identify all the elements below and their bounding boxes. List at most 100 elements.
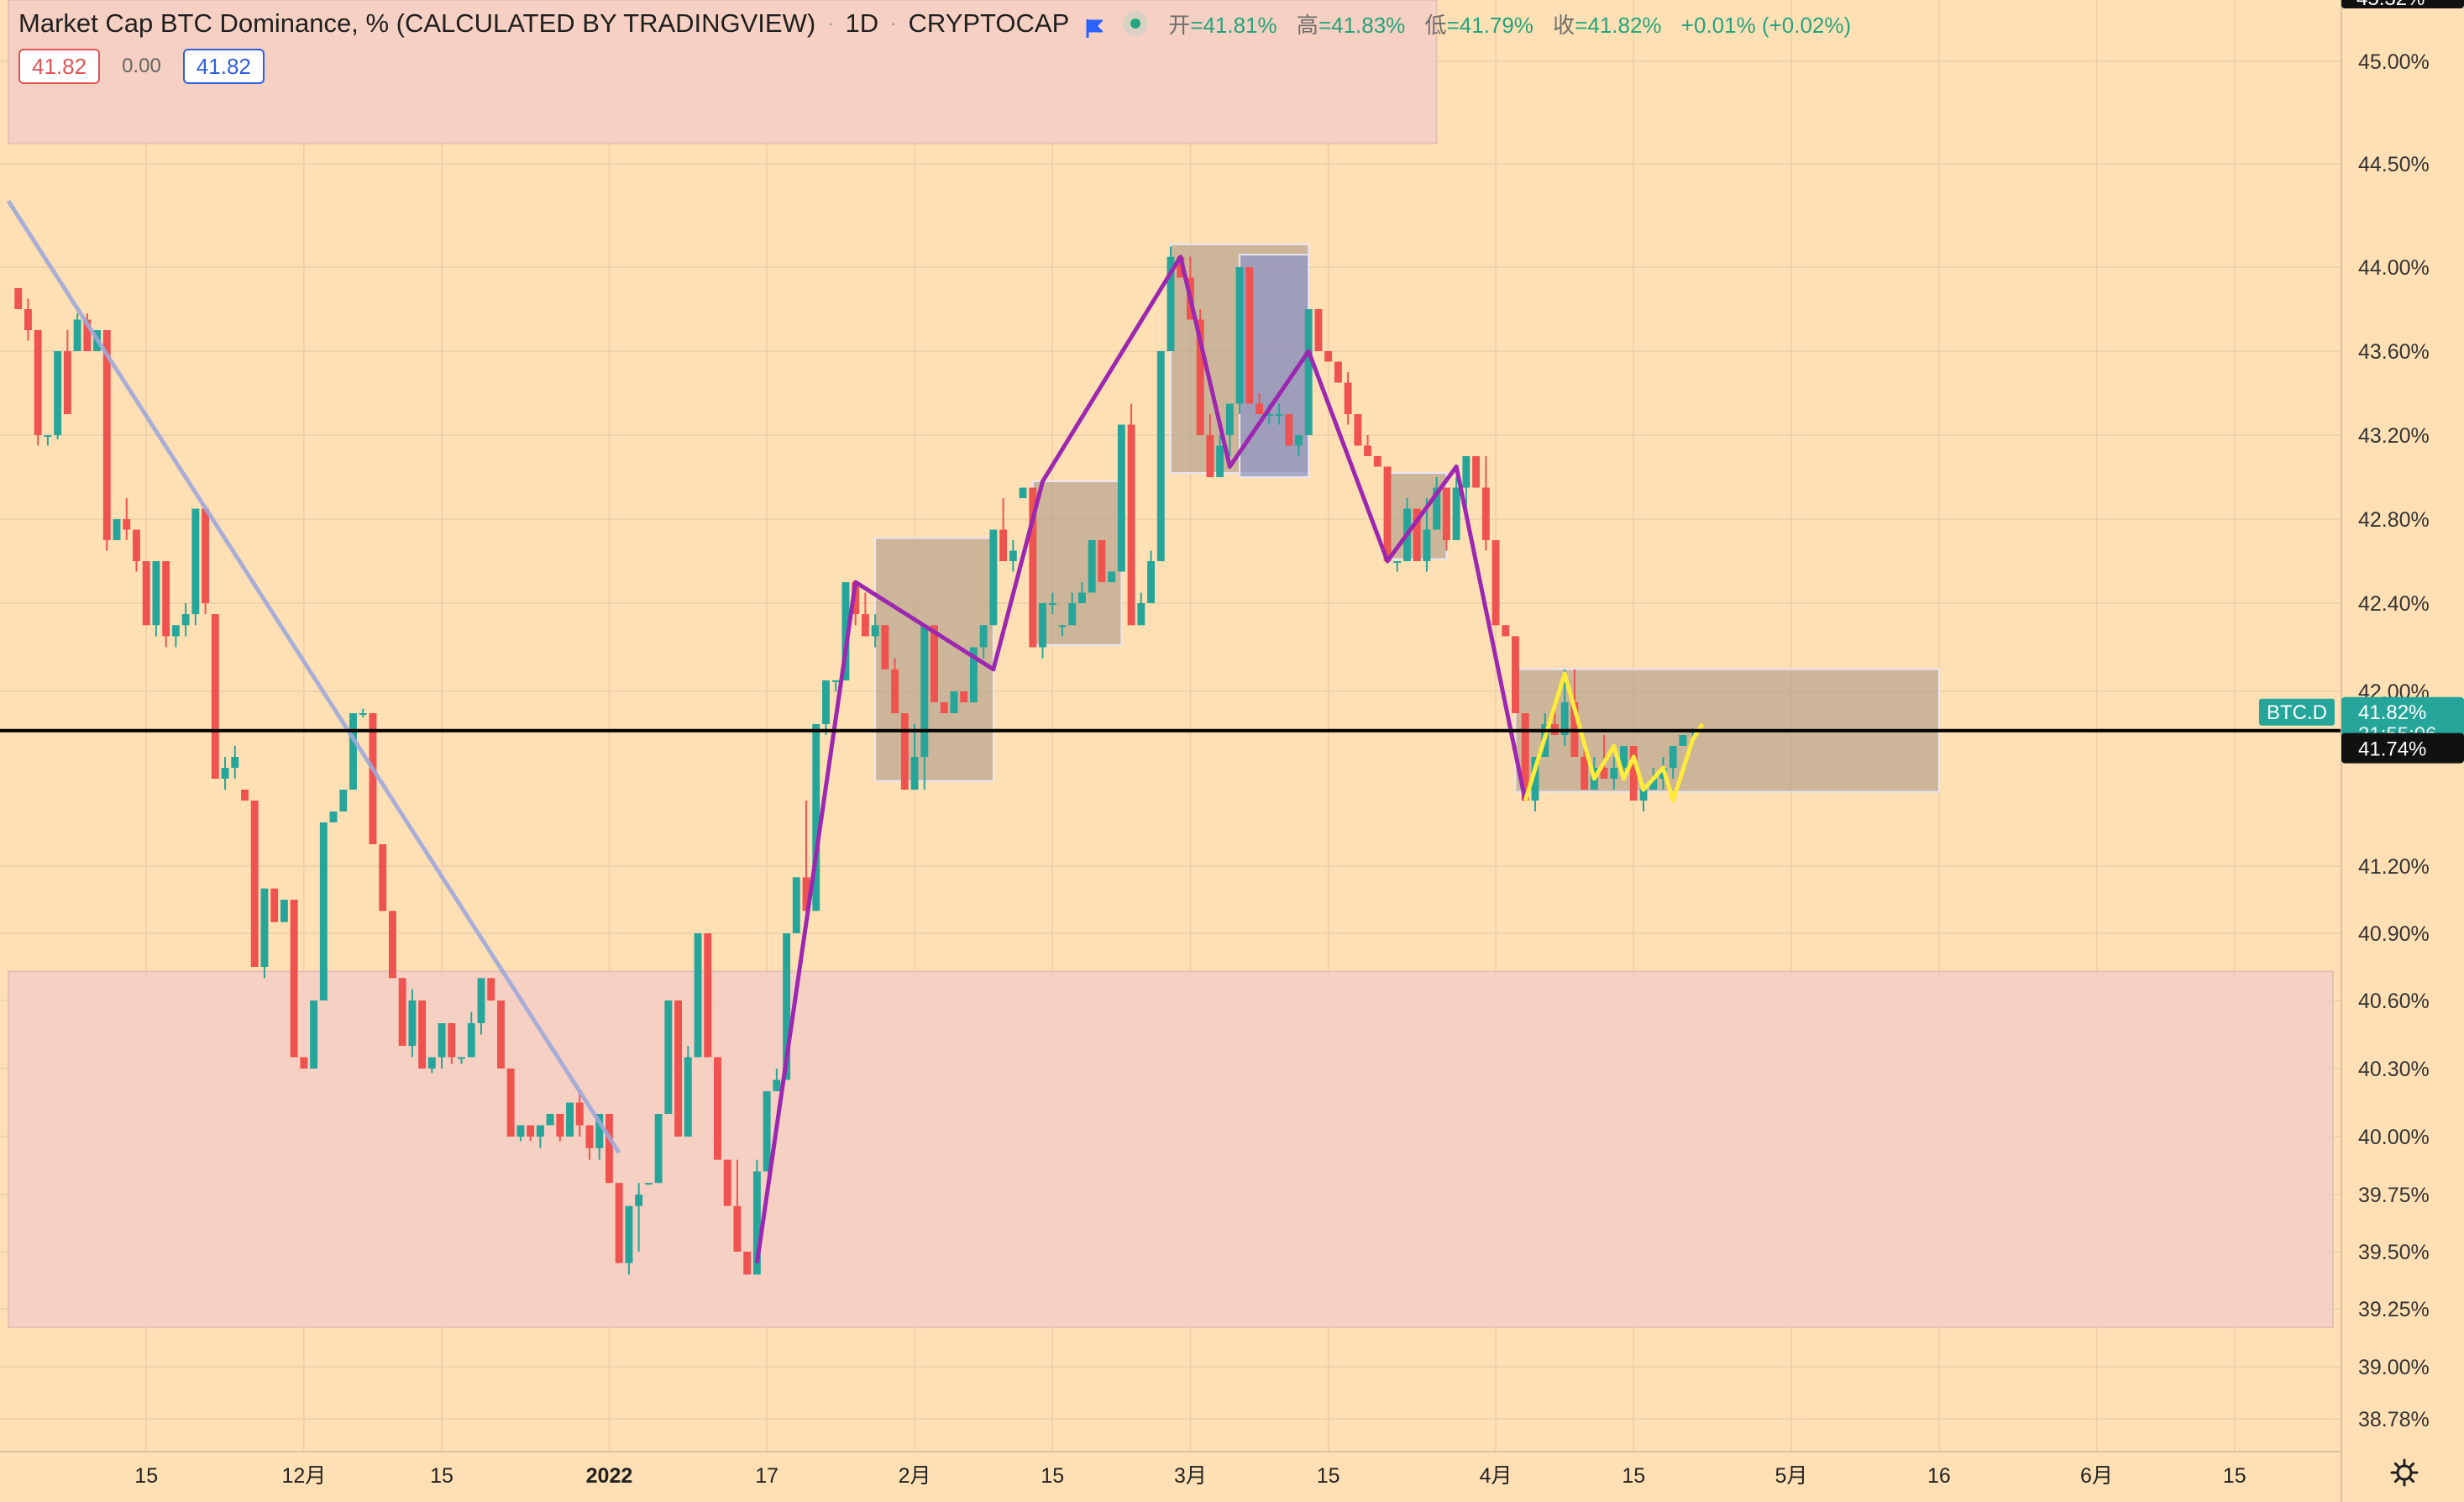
candle: [260, 888, 269, 979]
candle-body: [1669, 746, 1677, 768]
candle: [467, 1011, 475, 1058]
candle: [773, 1069, 781, 1091]
candle: [1048, 592, 1056, 615]
price-axis-label: 39.00%: [2358, 1356, 2430, 1379]
candle: [664, 1000, 673, 1114]
price-axis-label: 44.50%: [2358, 153, 2430, 176]
candle-body: [1245, 267, 1254, 404]
candle-body: [566, 1102, 574, 1137]
crosshair-price-badge: [2341, 733, 2464, 764]
candle-body: [211, 614, 219, 779]
price-axis-label: 40.30%: [2358, 1058, 2430, 1081]
candle-body: [1581, 757, 1589, 790]
candle: [1098, 540, 1106, 582]
candle: [792, 877, 800, 933]
candle: [1600, 735, 1608, 779]
candle: [388, 911, 396, 979]
interval-separator: ·: [890, 13, 897, 34]
candle: [733, 1159, 742, 1252]
candle-body: [950, 691, 958, 713]
candle-body: [1137, 603, 1145, 626]
candle: [1433, 477, 1441, 530]
symbol-title[interactable]: Market Cap BTC Dominance, % (CALCULATED …: [18, 8, 816, 38]
candle-body: [191, 508, 200, 615]
symbol-tag-label: BTC.D: [2267, 701, 2327, 724]
candle: [438, 1023, 446, 1069]
purple-wave-path: [754, 255, 1528, 1263]
candle-body: [133, 529, 140, 561]
candle-body: [1442, 487, 1450, 540]
candle-body: [63, 351, 71, 414]
candle: [310, 1000, 318, 1069]
candle-body: [1502, 625, 1510, 637]
candle-body: [1206, 435, 1214, 477]
candle: [1068, 592, 1077, 626]
market-status-icon[interactable]: [1123, 11, 1149, 36]
title-separator: ·: [827, 13, 834, 34]
candle: [1581, 746, 1589, 790]
candle: [674, 1000, 683, 1137]
candle-body: [1077, 592, 1086, 603]
candle: [1088, 540, 1096, 593]
candle-body: [595, 1114, 604, 1148]
time-axis-label: 4月: [1480, 1464, 1512, 1488]
time-axis-label: 3月: [1174, 1464, 1207, 1488]
candle: [1225, 403, 1234, 456]
candle-body: [969, 647, 978, 702]
sell-price-pill[interactable]: 41.82: [18, 49, 101, 84]
candle-body: [506, 1069, 515, 1137]
candle: [123, 498, 131, 540]
high-key: 高: [1296, 12, 1319, 38]
candle-body: [1314, 309, 1323, 351]
candle: [940, 702, 948, 713]
buy-price-pill[interactable]: 41.82: [182, 49, 265, 84]
candle-body: [900, 713, 909, 790]
candle: [1077, 582, 1086, 603]
candle: [920, 625, 929, 790]
candle-body: [1364, 445, 1372, 456]
candle-body: [83, 319, 92, 351]
candle-body: [24, 309, 32, 330]
candle-body: [556, 1114, 564, 1137]
candle-body: [73, 319, 81, 351]
gear-icon[interactable]: [2390, 1458, 2419, 1487]
candle: [241, 790, 249, 801]
interval-label[interactable]: 1D: [845, 8, 879, 38]
candle: [822, 680, 830, 735]
close-key: 收: [1553, 12, 1575, 38]
candle-body: [458, 1057, 465, 1059]
price-axis-label: 39.50%: [2358, 1241, 2430, 1264]
candle: [181, 603, 190, 637]
candle-body: [1265, 414, 1273, 416]
candle: [1679, 735, 1687, 746]
candle: [506, 1069, 515, 1137]
time-axis-label: 15: [1622, 1464, 1645, 1488]
flag-icon[interactable]: [1086, 14, 1104, 38]
candle: [1019, 487, 1027, 498]
candle-body: [931, 625, 938, 702]
candle-body: [1127, 424, 1135, 626]
candle-body: [1156, 351, 1165, 561]
candle: [644, 1183, 653, 1185]
candle: [290, 900, 298, 1058]
candle: [684, 1046, 692, 1137]
candle-body: [181, 614, 190, 626]
candle: [1610, 757, 1618, 790]
candle-body: [300, 1057, 308, 1069]
candle: [575, 1091, 584, 1137]
high-value: =41.83%: [1318, 12, 1406, 38]
candle-body: [1166, 256, 1175, 351]
candle: [1334, 361, 1342, 383]
candle-body: [664, 1000, 673, 1114]
candle: [1354, 414, 1362, 446]
candle: [427, 1057, 436, 1074]
candle: [546, 1114, 554, 1126]
candle-body: [14, 288, 23, 309]
price-axis-label: 40.60%: [2358, 990, 2430, 1013]
candle-body: [792, 877, 800, 933]
candle: [349, 713, 357, 790]
candle-body: [644, 1183, 653, 1185]
candle-body: [241, 790, 249, 801]
candle: [270, 888, 279, 922]
